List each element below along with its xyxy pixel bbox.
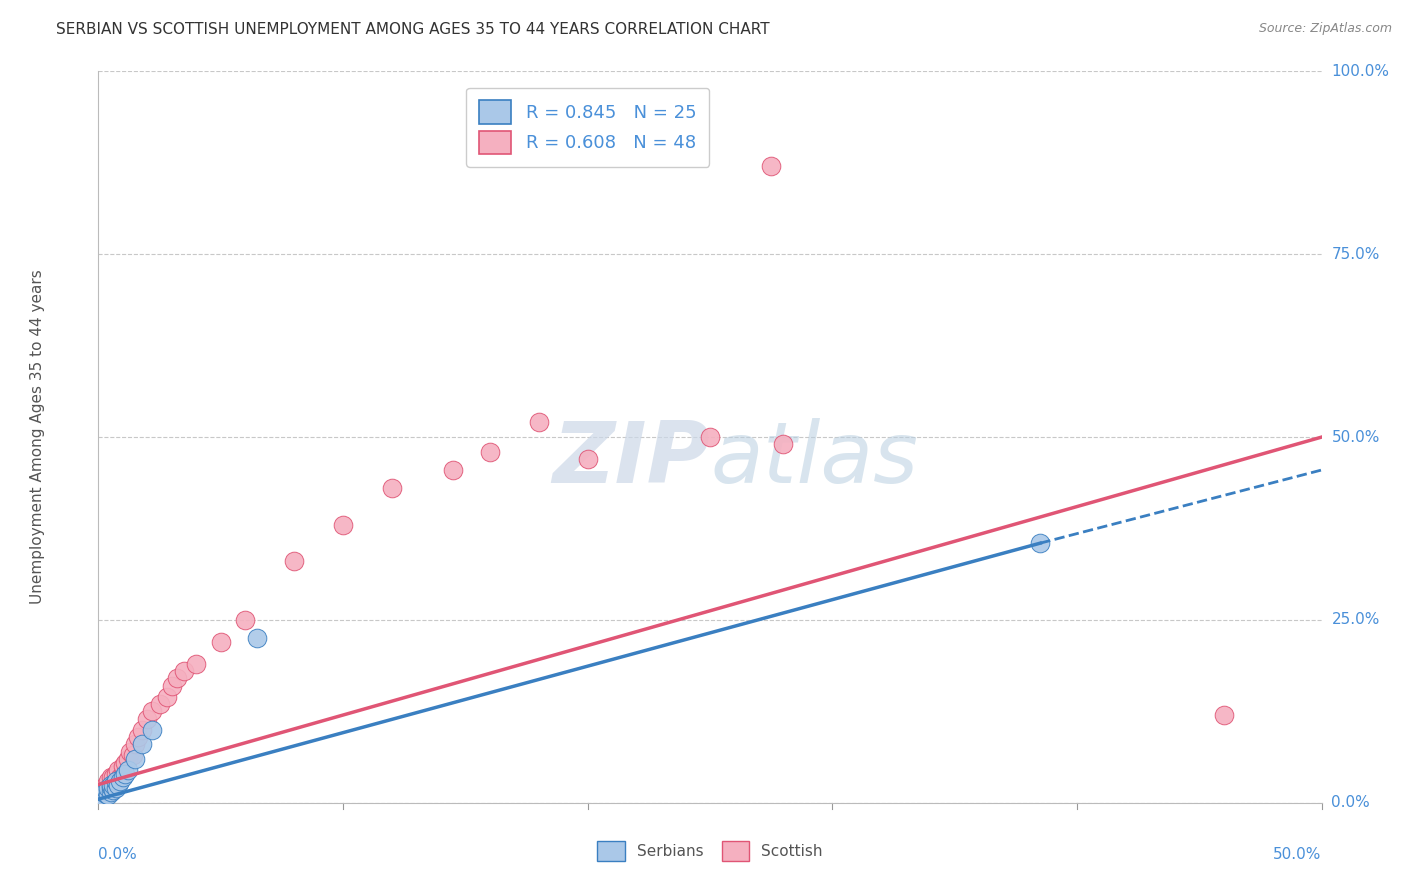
Point [91,789,114,804]
Point [478,444,501,458]
Point [117,763,139,777]
Point [94,787,117,801]
Point [94,782,117,797]
Point [131,723,153,737]
Point [381,481,404,495]
Point [111,766,134,780]
Point [246,632,269,646]
Text: atlas: atlas [710,417,918,500]
Point [110,770,132,784]
Point [127,730,149,744]
Text: 25.0%: 25.0% [1331,613,1379,627]
Point [90,785,112,799]
Point [100,781,122,796]
Point [149,697,172,711]
Point [90,789,112,803]
Point [104,775,127,789]
Point [107,777,129,792]
Point [1029,536,1052,550]
Point [91,781,114,796]
Point [441,463,464,477]
Point [233,613,256,627]
Point [114,756,136,770]
Point [131,737,153,751]
Point [100,770,122,784]
Point [101,782,124,797]
Text: Unemployment Among Ages 35 to 44 years: Unemployment Among Ages 35 to 44 years [30,269,45,605]
Point [100,777,122,792]
Text: SERBIAN VS SCOTTISH UNEMPLOYMENT AMONG AGES 35 TO 44 YEARS CORRELATION CHART: SERBIAN VS SCOTTISH UNEMPLOYMENT AMONG A… [56,22,770,37]
Point [101,777,124,792]
Point [141,723,163,737]
Point [283,554,305,568]
Point [100,777,122,792]
Point [107,773,129,788]
Point [94,785,117,799]
Point [91,785,114,799]
Point [104,773,127,788]
Point [761,160,783,174]
Point [94,781,117,796]
Point [120,745,142,759]
Text: 100.0%: 100.0% [1331,64,1389,78]
Point [94,777,117,792]
Point [104,781,127,796]
Point [772,437,794,451]
Point [186,657,208,671]
Point [90,792,112,806]
Point [173,664,195,678]
Point [136,712,159,726]
Point [160,679,183,693]
Point [124,752,146,766]
Point [1212,708,1234,723]
Point [576,452,599,467]
Point [111,759,134,773]
Point [699,430,721,444]
Point [117,752,139,766]
Point [332,517,354,532]
Point [97,781,120,796]
Text: Source: ZipAtlas.com: Source: ZipAtlas.com [1258,22,1392,36]
Text: 50.0%: 50.0% [1274,847,1322,862]
Point [124,737,146,751]
Point [100,780,122,794]
Point [107,763,129,777]
Point [111,770,134,784]
Point [100,785,122,799]
Point [209,635,232,649]
Legend: Serbians, Scottish: Serbians, Scottish [589,833,831,868]
Point [97,782,120,797]
Point [114,766,136,780]
Point [121,748,143,763]
Text: ZIP: ZIP [553,417,710,500]
Point [104,766,127,780]
Text: 0.0%: 0.0% [98,847,138,862]
Text: 0.0%: 0.0% [1331,796,1371,810]
Point [97,773,120,788]
Point [156,690,179,704]
Point [166,672,188,686]
Point [97,789,120,803]
Point [141,705,163,719]
Point [527,416,550,430]
Point [90,792,112,806]
Point [101,777,124,792]
Text: 75.0%: 75.0% [1331,247,1379,261]
Point [91,789,114,803]
Text: 50.0%: 50.0% [1331,430,1379,444]
Point [110,773,132,788]
Point [101,770,124,784]
